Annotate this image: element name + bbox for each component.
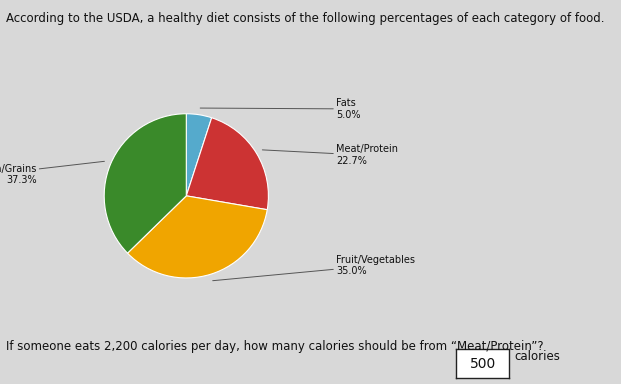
Text: According to the USDA, a healthy diet consists of the following percentages of e: According to the USDA, a healthy diet co…	[6, 12, 605, 25]
Text: calories: calories	[514, 350, 560, 363]
Wedge shape	[127, 196, 267, 278]
Text: Meat/Protein
22.7%: Meat/Protein 22.7%	[262, 144, 398, 166]
Text: 500: 500	[469, 357, 496, 371]
Text: Fats
5.0%: Fats 5.0%	[200, 98, 361, 120]
Wedge shape	[186, 114, 212, 196]
Text: Bread/Pasta/Grains
37.3%: Bread/Pasta/Grains 37.3%	[0, 161, 104, 185]
Wedge shape	[186, 118, 268, 210]
Wedge shape	[104, 114, 186, 253]
Text: Fruit/Vegetables
35.0%: Fruit/Vegetables 35.0%	[213, 255, 415, 281]
Text: If someone eats 2,200 calories per day, how many calories should be from “Meat/P: If someone eats 2,200 calories per day, …	[6, 340, 544, 353]
